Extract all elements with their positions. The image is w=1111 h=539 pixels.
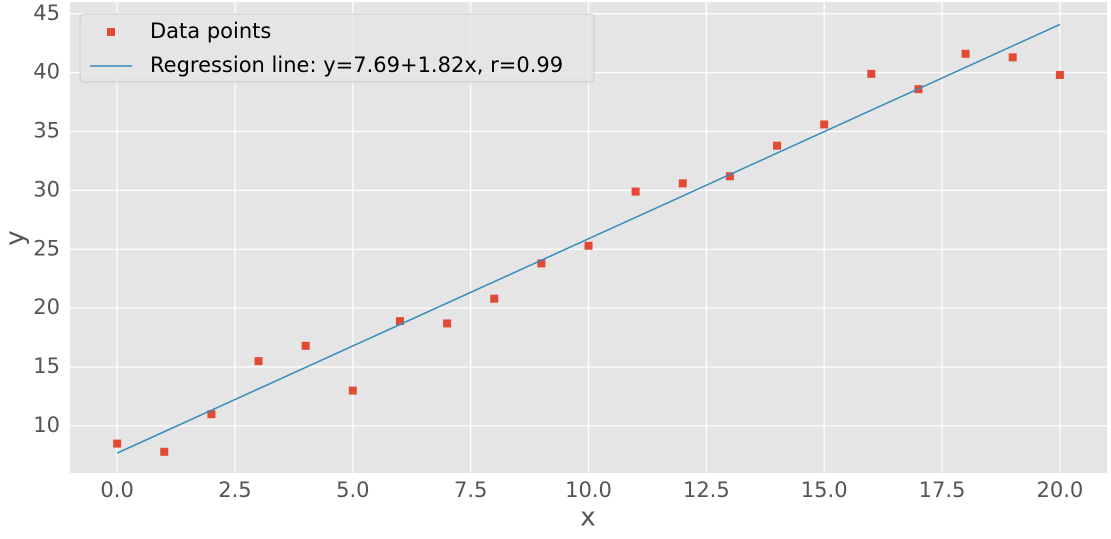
y-tick-label: 15	[33, 354, 60, 378]
data-point	[301, 341, 310, 350]
y-axis-label: y	[1, 230, 31, 245]
data-point	[725, 172, 734, 181]
x-axis-label: x	[580, 503, 595, 533]
x-tick-label: 17.5	[919, 478, 966, 502]
data-point	[207, 410, 216, 419]
legend-box	[79, 13, 595, 83]
y-tick-label: 10	[33, 413, 60, 437]
data-point	[1008, 53, 1017, 62]
x-tick-label: 10.0	[565, 478, 612, 502]
data-point	[961, 49, 970, 58]
x-tick-label: 12.5	[683, 478, 730, 502]
data-point	[867, 69, 876, 78]
legend-label: Regression line: y=7.69+1.82x, r=0.99	[150, 53, 563, 77]
data-point	[678, 179, 687, 188]
x-tick-label: 15.0	[801, 478, 848, 502]
x-tick-label: 0.0	[100, 478, 133, 502]
y-tick-label: 20	[33, 295, 60, 319]
data-point	[160, 447, 169, 456]
data-point	[773, 141, 782, 150]
data-point	[254, 357, 263, 366]
regression-line	[116, 23, 1061, 454]
data-point	[490, 294, 499, 303]
data-point	[537, 259, 546, 268]
x-tick-label: 7.5	[454, 478, 487, 502]
data-point	[348, 386, 357, 395]
data-point	[395, 317, 404, 326]
data-point	[820, 120, 829, 129]
x-tick-label: 2.5	[218, 478, 251, 502]
legend-label: Data points	[150, 19, 271, 43]
y-tick-label: 45	[33, 1, 60, 25]
data-point	[584, 241, 593, 250]
x-tick-label: 5.0	[336, 478, 369, 502]
legend-marker	[107, 28, 115, 36]
data-point	[113, 439, 122, 448]
y-tick-label: 35	[33, 119, 60, 143]
x-tick-label: 20.0	[1036, 478, 1083, 502]
y-tick-label: 30	[33, 177, 60, 201]
data-point	[1055, 71, 1064, 80]
data-point	[443, 319, 452, 328]
y-tick-label: 25	[33, 236, 60, 260]
data-point	[631, 187, 640, 196]
y-tick-label: 40	[33, 60, 60, 84]
